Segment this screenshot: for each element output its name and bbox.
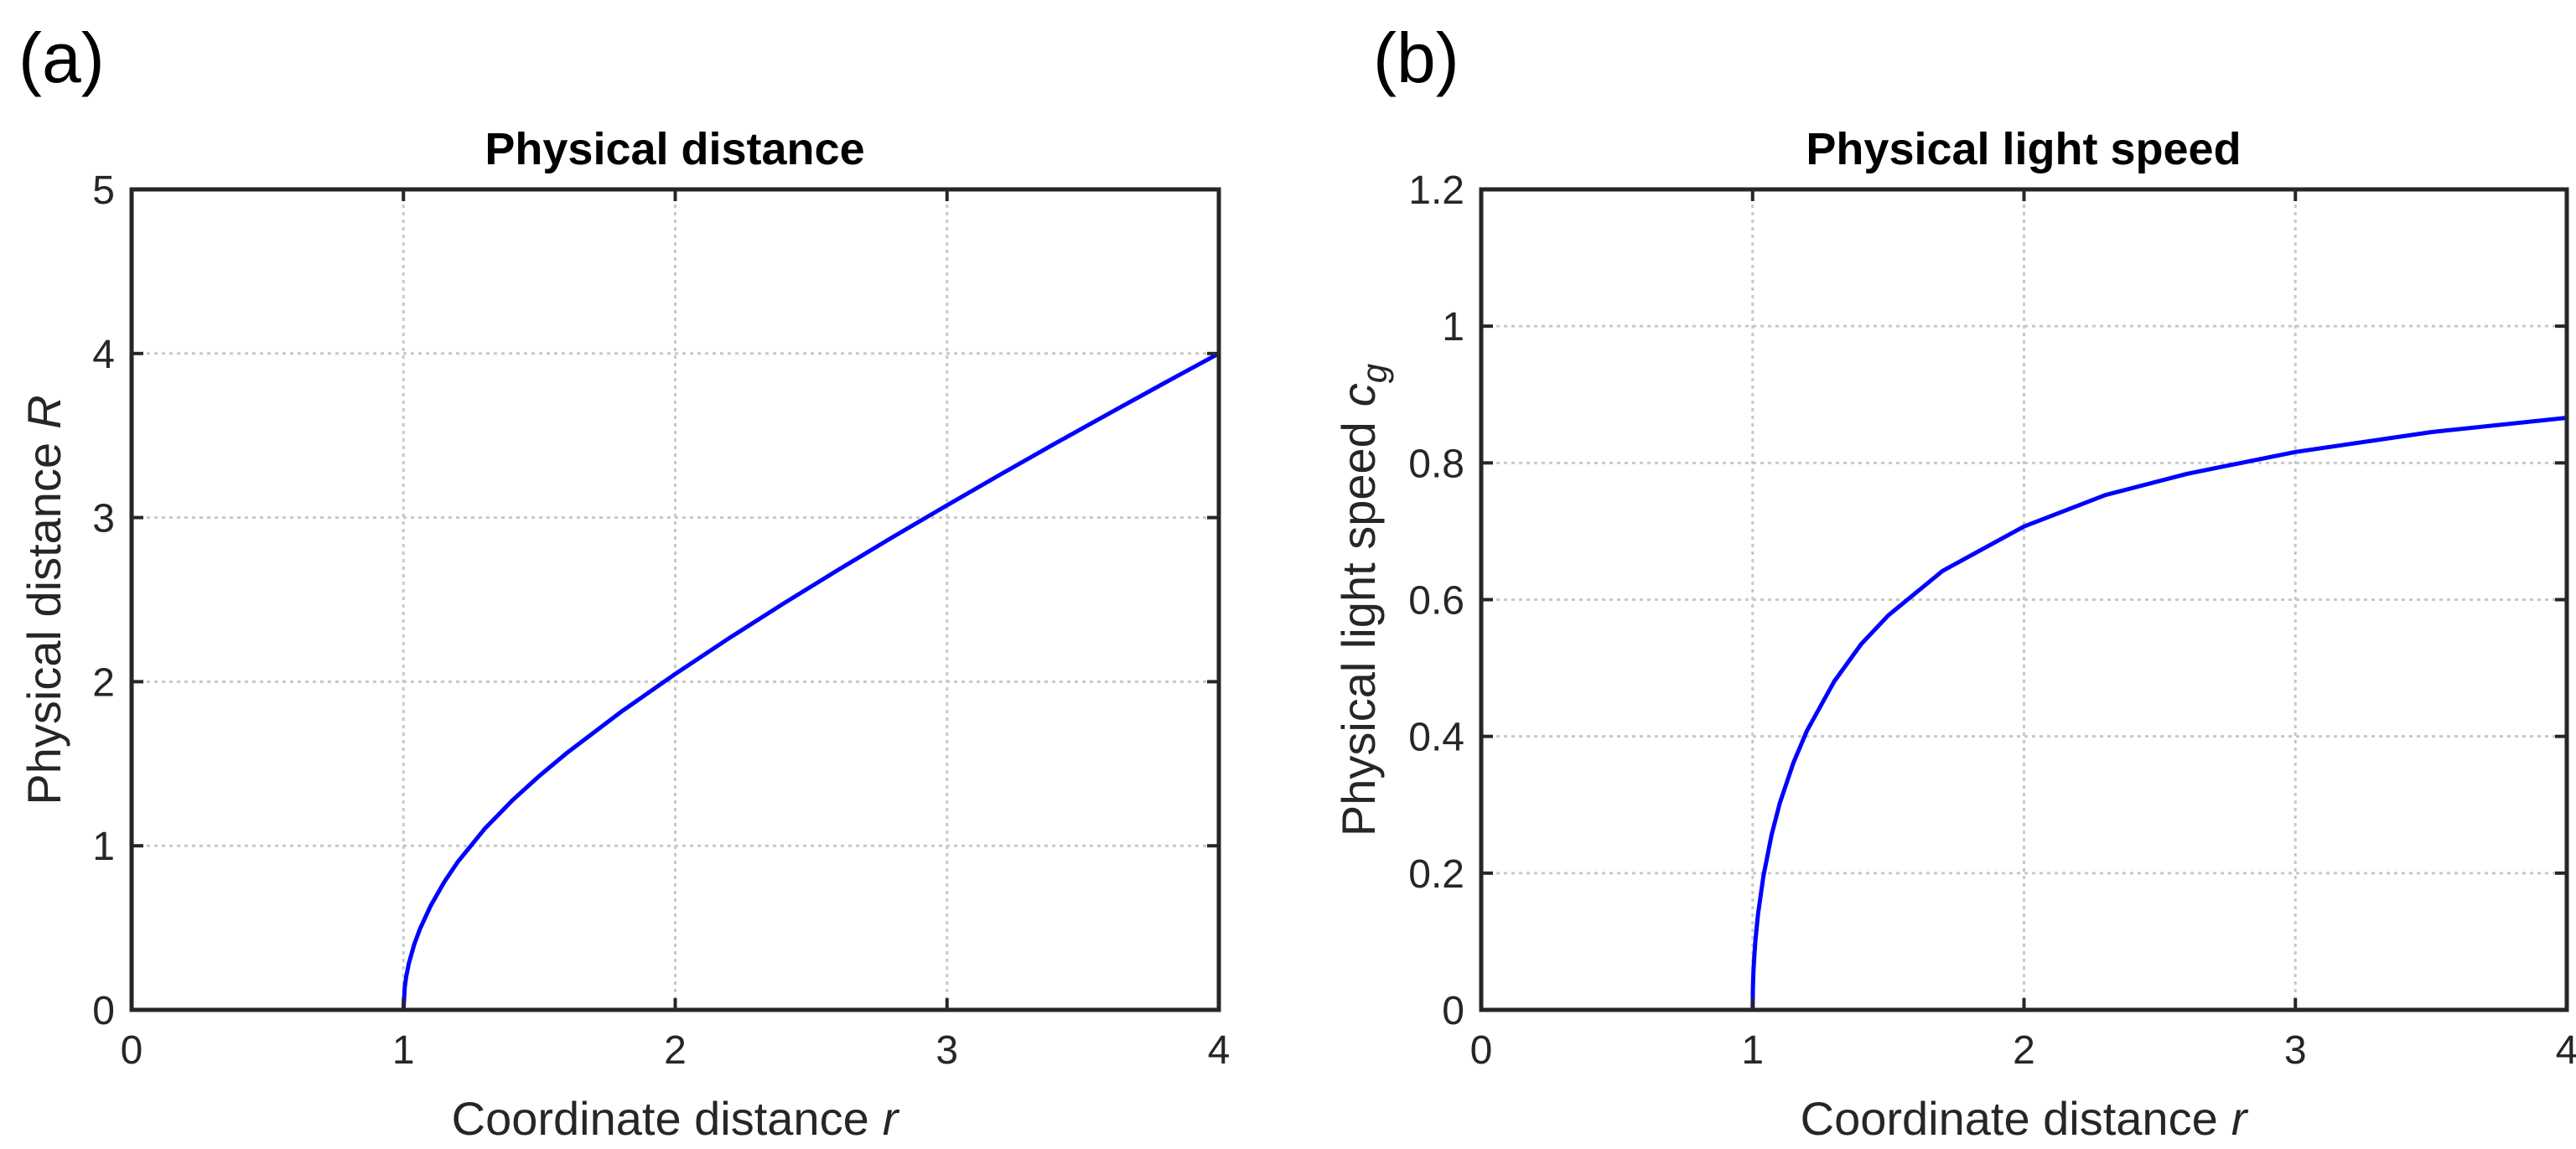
panel-a-ticks: 0 1 2 3 4 0 1 2 3 4 5: [92, 168, 1230, 1073]
panel-b-y-tick-label: 1: [1442, 305, 1464, 349]
panel-b-y-tick-label: 0.8: [1408, 442, 1464, 486]
panel-b-x-tick-label: 1: [1741, 1028, 1764, 1073]
panel-b: (b) Physical light speed 0 1 2 3 4 0 0.2 0.4 0.6…: [1332, 18, 2576, 1145]
panel-a: (a) Physical distance 0 1 2 3 4 0 1 2 3 4 5 Coordi…: [18, 18, 1230, 1145]
panel-a-x-tick-label: 2: [664, 1028, 687, 1073]
panel-a-y-label-text: Physical distance: [18, 443, 70, 805]
panel-a-label: (a): [18, 18, 105, 97]
panel-b-grid: [1481, 189, 2567, 1010]
panel-b-x-tick-label: 3: [2284, 1028, 2307, 1073]
panel-a-title: Physical distance: [485, 124, 864, 174]
panel-a-y-tick-label: 3: [92, 497, 115, 541]
panel-b-y-tick-label: 0: [1442, 989, 1464, 1033]
panel-b-y-tick-label: 0.4: [1408, 716, 1464, 760]
panel-b-y-label-text: Physical light speed: [1332, 422, 1385, 836]
panel-b-series-line: [1750, 416, 2568, 1011]
panel-a-y-label-var: R: [18, 395, 70, 428]
panel-a-x-tick-label: 1: [392, 1028, 415, 1073]
panel-b-y-tick-label: 1.2: [1408, 168, 1464, 213]
panel-b-y-tick-label: 0.6: [1408, 579, 1464, 624]
panel-b-title: Physical light speed: [1806, 124, 2241, 174]
panel-b-y-axis-label: Physical light speed cg: [1332, 364, 1394, 836]
panel-a-x-label-var: r: [883, 1092, 900, 1145]
panel-b-x-label-var: r: [2231, 1092, 2249, 1145]
panel-a-y-tick-label: 2: [92, 660, 115, 705]
panel-b-y-label-var: c: [1332, 383, 1385, 406]
panel-a-series-line: [401, 351, 1221, 1011]
panel-b-x-tick-label: 2: [2013, 1028, 2035, 1073]
panel-b-x-axis-label: Coordinate distance r: [1801, 1092, 2249, 1145]
panel-b-x-tick-label: 4: [2556, 1028, 2576, 1073]
panel-a-x-label-text: Coordinate distance: [452, 1092, 869, 1145]
panel-a-y-tick-label: 0: [92, 989, 115, 1033]
panel-a-y-axis-label: Physical distance R: [18, 395, 70, 805]
panel-a-y-tick-label: 1: [92, 825, 115, 869]
panel-b-ticks: 0 1 2 3 4 0 0.2 0.4 0.6 0.8 1 1.2: [1408, 168, 2576, 1073]
panel-a-x-tick-label: 0: [121, 1028, 143, 1073]
panel-a-x-tick-label: 3: [936, 1028, 958, 1073]
panel-a-grid: [132, 189, 1219, 1010]
panel-a-y-tick-label: 5: [92, 168, 115, 213]
panel-a-x-tick-label: 4: [1208, 1028, 1231, 1073]
panel-b-y-tick-label: 0.2: [1408, 852, 1464, 897]
panel-a-x-axis-label: Coordinate distance r: [452, 1092, 900, 1145]
panel-b-x-label-text: Coordinate distance: [1801, 1092, 2218, 1145]
panel-b-curve-layer: [1750, 416, 2568, 1011]
panel-a-curve-layer: [401, 351, 1221, 1011]
panel-a-y-tick-label: 4: [92, 333, 115, 377]
panel-b-y-label-sub: g: [1355, 364, 1394, 383]
panel-b-x-tick-label: 0: [1470, 1028, 1493, 1073]
panel-b-label: (b): [1373, 18, 1459, 97]
